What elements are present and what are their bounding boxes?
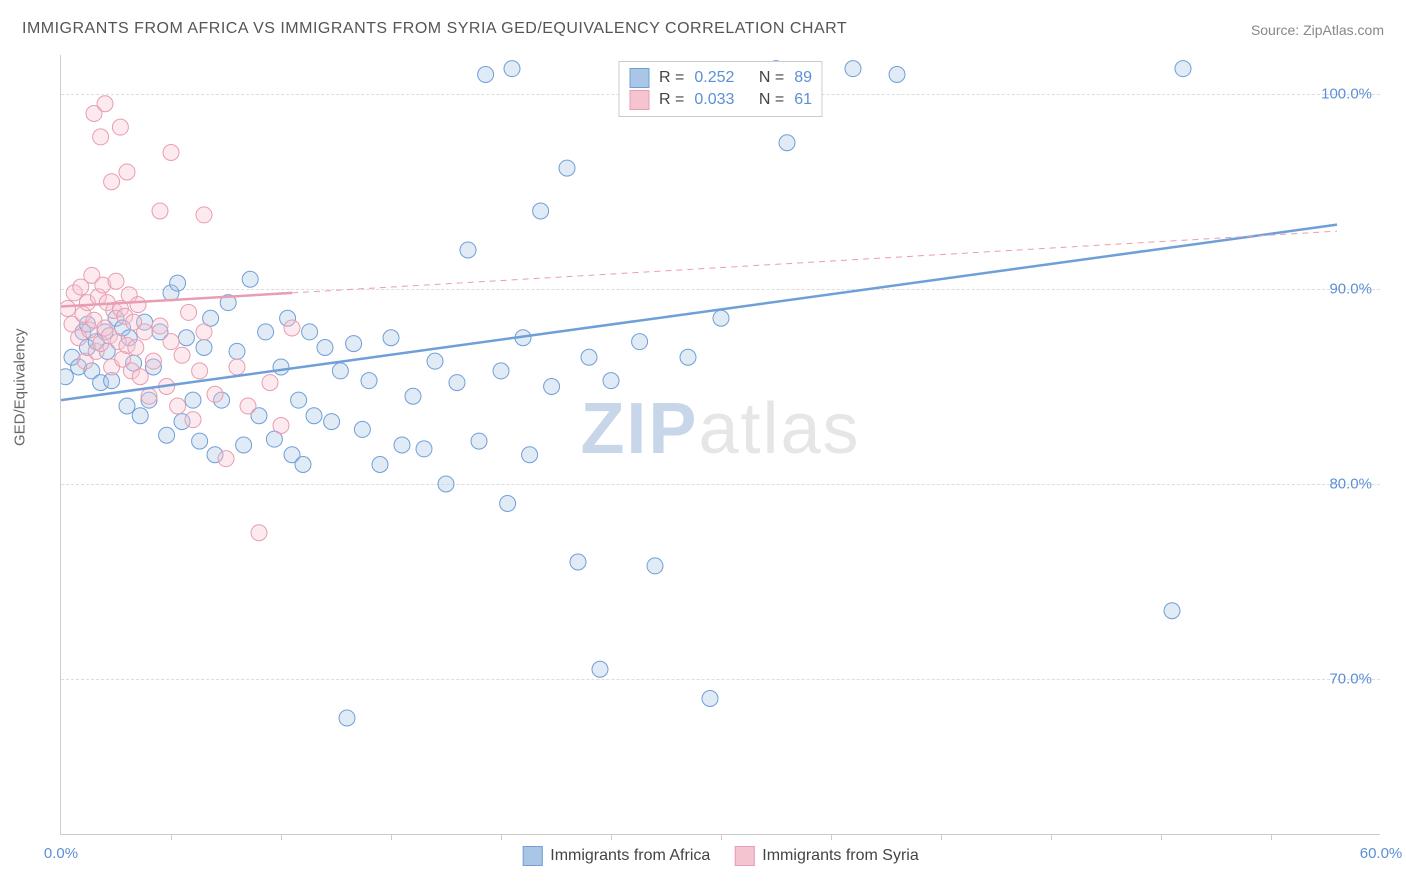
r-value-syria: 0.033	[694, 91, 734, 109]
swatch-syria-icon	[734, 846, 754, 866]
legend-item-africa: Immigrants from Africa	[522, 846, 710, 866]
source-label: Source:	[1251, 22, 1299, 38]
r-label: R =	[659, 69, 684, 87]
legend-label-africa: Immigrants from Africa	[550, 847, 710, 865]
n-label: N =	[759, 69, 784, 87]
series-legend: Immigrants from Africa Immigrants from S…	[522, 846, 919, 866]
r-label: R =	[659, 91, 684, 109]
x-tick-label: 60.0%	[1360, 845, 1403, 862]
n-value-africa: 89	[794, 69, 812, 87]
chart-title: IMMIGRANTS FROM AFRICA VS IMMIGRANTS FRO…	[22, 20, 847, 38]
y-axis-label: GED/Equivalency	[12, 328, 29, 446]
legend-row-africa: R = 0.252 N = 89	[629, 68, 812, 88]
n-value-syria: 61	[794, 91, 812, 109]
swatch-africa	[629, 68, 649, 88]
source-link[interactable]: ZipAtlas.com	[1303, 22, 1384, 38]
legend-item-syria: Immigrants from Syria	[734, 846, 918, 866]
plot-area: ZIPatlas R = 0.252 N = 89 R = 0.033 N = …	[60, 55, 1380, 835]
plot-svg	[61, 55, 1380, 834]
correlation-legend: R = 0.252 N = 89 R = 0.033 N = 61	[618, 61, 823, 117]
legend-label-syria: Immigrants from Syria	[762, 847, 918, 865]
swatch-syria	[629, 90, 649, 110]
n-label: N =	[759, 91, 784, 109]
legend-row-syria: R = 0.033 N = 61	[629, 90, 812, 110]
swatch-africa-icon	[522, 846, 542, 866]
r-value-africa: 0.252	[694, 69, 734, 87]
x-tick-label: 0.0%	[44, 845, 78, 862]
source-attribution: Source: ZipAtlas.com	[1251, 22, 1384, 38]
